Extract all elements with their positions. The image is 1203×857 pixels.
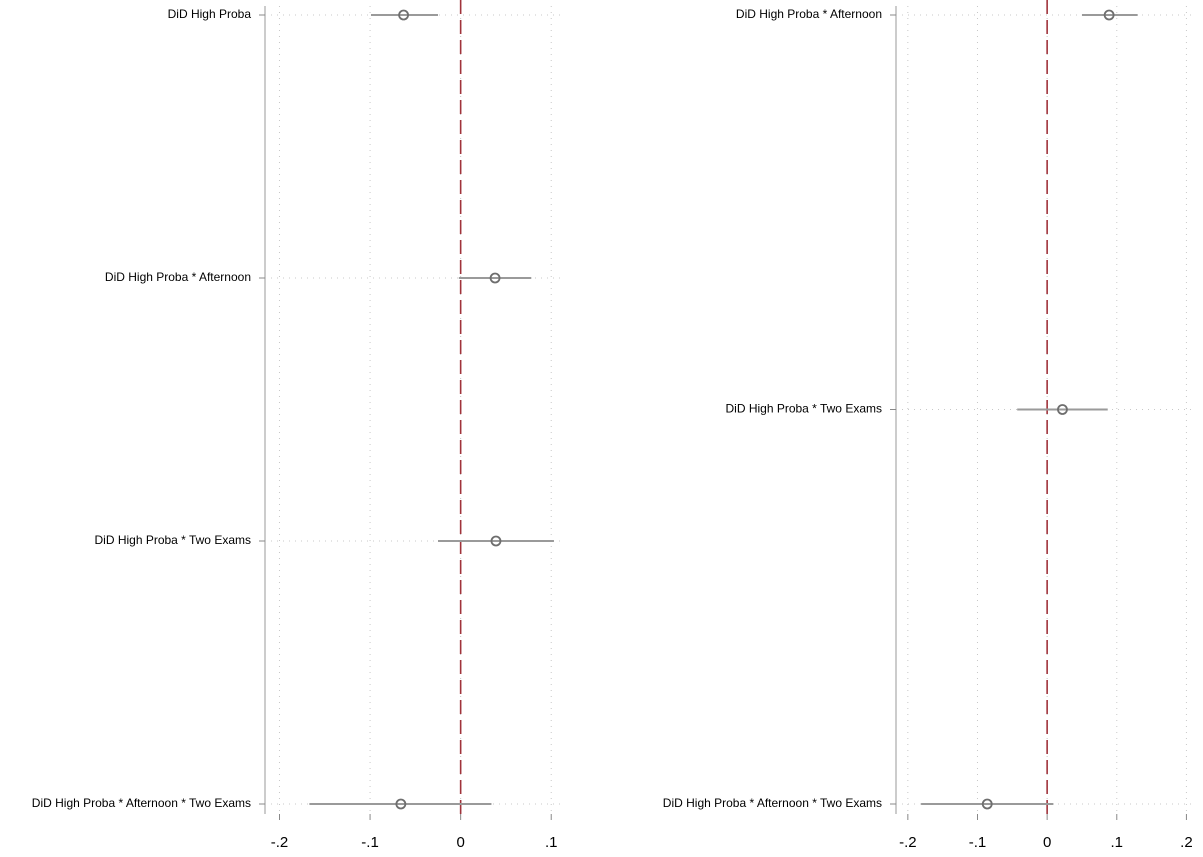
point-estimate — [490, 535, 502, 547]
category-label: DiD High Proba * Two Exams — [94, 533, 251, 547]
x-tick-label: .2 — [1180, 834, 1193, 851]
point-estimate — [1057, 404, 1068, 415]
category-label: DiD High Proba * Afternoon * Two Exams — [663, 796, 882, 810]
point-estimate — [489, 272, 501, 284]
point-estimate — [395, 798, 407, 810]
x-tick-label: 0 — [1043, 834, 1051, 851]
x-tick-label: .1 — [1111, 834, 1124, 851]
x-tick-label: -.1 — [969, 834, 987, 851]
x-tick-label: 0 — [456, 834, 464, 851]
category-label: DiD High Proba — [168, 7, 252, 21]
x-tick-label: -.2 — [899, 834, 917, 851]
point-estimate — [1103, 9, 1115, 21]
category-label: DiD High Proba * Afternoon * Two Exams — [32, 796, 251, 810]
x-tick-label: .1 — [545, 834, 558, 851]
x-tick-label: -.2 — [271, 834, 289, 851]
x-tick-label: -.1 — [361, 834, 379, 851]
category-label: DiD High Proba * Two Exams — [725, 402, 882, 416]
point-estimate — [398, 9, 409, 21]
category-label: DiD High Proba * Afternoon — [105, 270, 251, 284]
category-label: DiD High Proba * Afternoon — [736, 7, 882, 21]
point-estimate — [981, 798, 993, 810]
